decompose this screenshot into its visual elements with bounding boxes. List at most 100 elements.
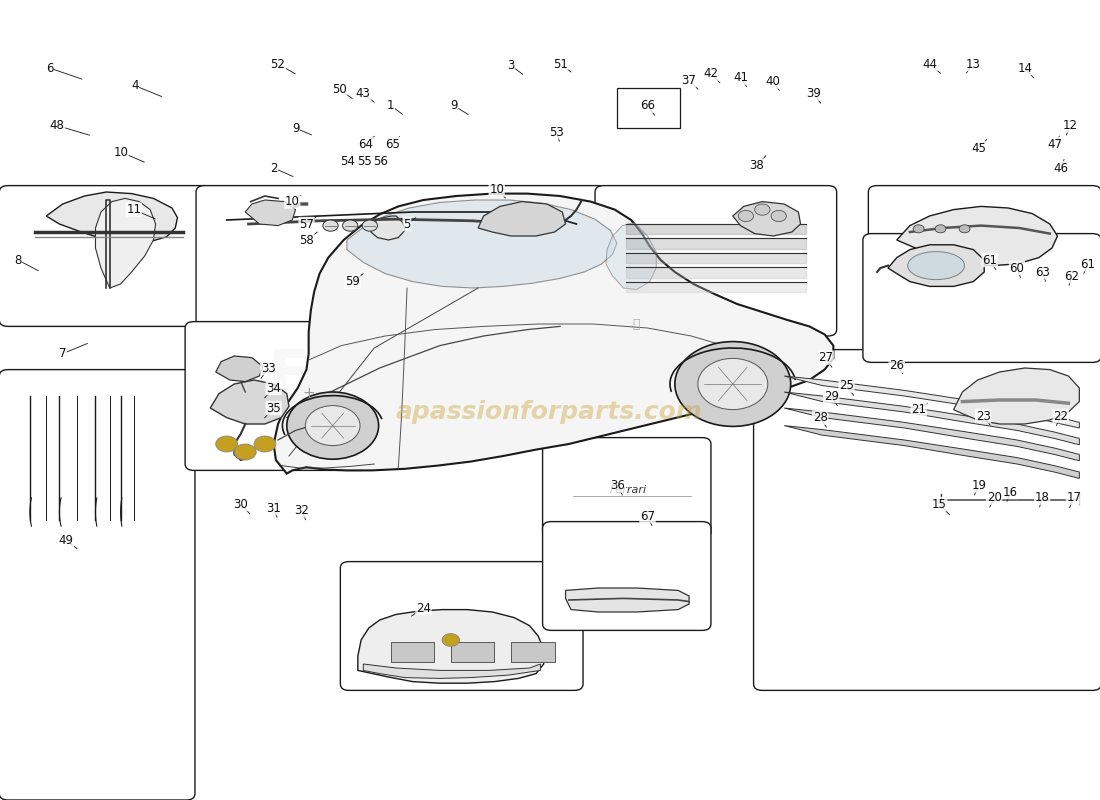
Text: 39: 39 — [806, 87, 821, 100]
Text: 5: 5 — [404, 218, 410, 230]
Polygon shape — [216, 356, 263, 382]
Polygon shape — [371, 216, 405, 240]
Circle shape — [287, 392, 378, 459]
Text: 25: 25 — [839, 379, 854, 392]
Circle shape — [771, 210, 786, 222]
Polygon shape — [46, 192, 177, 243]
Text: 12: 12 — [1063, 119, 1078, 132]
Circle shape — [362, 220, 377, 231]
Polygon shape — [784, 408, 1079, 461]
Circle shape — [675, 342, 791, 426]
FancyBboxPatch shape — [542, 438, 711, 538]
Text: 26: 26 — [889, 359, 904, 372]
Circle shape — [234, 444, 256, 460]
Polygon shape — [606, 222, 657, 290]
Text: 8: 8 — [14, 254, 22, 266]
Text: 24: 24 — [416, 602, 431, 614]
Text: 1: 1 — [387, 99, 395, 112]
Text: 32: 32 — [295, 504, 309, 517]
Text: 54: 54 — [341, 155, 355, 168]
FancyBboxPatch shape — [617, 88, 680, 128]
FancyBboxPatch shape — [451, 642, 495, 662]
Ellipse shape — [908, 251, 965, 280]
Text: 53: 53 — [549, 126, 564, 138]
Polygon shape — [896, 206, 1057, 266]
Text: 64: 64 — [358, 138, 373, 150]
FancyBboxPatch shape — [0, 186, 213, 326]
Text: Ferrari: Ferrari — [609, 485, 647, 494]
Text: 𝐅: 𝐅 — [632, 318, 640, 330]
Circle shape — [442, 634, 460, 646]
Text: 21: 21 — [911, 403, 926, 416]
Text: 43: 43 — [356, 87, 371, 100]
Text: 15: 15 — [932, 498, 947, 510]
Text: 6: 6 — [46, 62, 53, 74]
Text: 40: 40 — [766, 75, 781, 88]
Circle shape — [959, 225, 970, 233]
Text: 56: 56 — [373, 155, 388, 168]
Polygon shape — [784, 392, 1079, 445]
FancyBboxPatch shape — [754, 350, 1100, 690]
Text: 34: 34 — [266, 382, 282, 394]
Circle shape — [755, 204, 770, 215]
Text: 55: 55 — [358, 155, 372, 168]
Polygon shape — [358, 610, 543, 683]
Text: 23: 23 — [976, 410, 991, 422]
Text: 48: 48 — [50, 119, 65, 132]
Text: 2: 2 — [270, 162, 277, 174]
Polygon shape — [210, 380, 289, 424]
Polygon shape — [565, 588, 689, 612]
Text: +: + — [302, 386, 315, 401]
Text: 67: 67 — [640, 510, 654, 522]
Text: 17: 17 — [1066, 491, 1081, 504]
Text: 9: 9 — [450, 99, 458, 112]
Text: 61: 61 — [1080, 258, 1096, 270]
Text: 29: 29 — [824, 390, 838, 402]
Text: 3: 3 — [507, 59, 515, 72]
Text: 13: 13 — [966, 58, 981, 70]
Text: 22: 22 — [1054, 410, 1068, 422]
Text: 44: 44 — [922, 58, 937, 70]
Text: 38: 38 — [749, 159, 764, 172]
Text: 14: 14 — [1018, 62, 1032, 74]
Text: 42: 42 — [703, 67, 718, 80]
Text: 33: 33 — [261, 362, 276, 374]
Text: 4: 4 — [131, 79, 139, 92]
Text: 41: 41 — [733, 71, 748, 84]
Polygon shape — [96, 198, 155, 288]
Text: 10: 10 — [285, 195, 299, 208]
Circle shape — [306, 406, 360, 446]
Text: 65: 65 — [385, 138, 400, 150]
Circle shape — [323, 220, 338, 231]
Text: FERRARI: FERRARI — [267, 346, 569, 406]
Polygon shape — [478, 202, 565, 236]
Polygon shape — [274, 194, 834, 474]
Text: apassionforparts.com: apassionforparts.com — [396, 400, 703, 424]
Text: 51: 51 — [552, 58, 568, 70]
Circle shape — [913, 225, 924, 233]
Polygon shape — [346, 200, 617, 288]
FancyBboxPatch shape — [340, 562, 583, 690]
Text: 66: 66 — [640, 99, 654, 112]
FancyBboxPatch shape — [542, 522, 711, 630]
Text: 7: 7 — [59, 347, 66, 360]
Text: 46: 46 — [1054, 162, 1068, 174]
FancyBboxPatch shape — [185, 322, 368, 470]
Text: 63: 63 — [1035, 266, 1049, 278]
Text: 10: 10 — [113, 146, 128, 158]
Circle shape — [254, 436, 276, 452]
Text: 35: 35 — [266, 402, 280, 414]
Text: 45: 45 — [971, 142, 987, 154]
Circle shape — [216, 436, 238, 452]
Text: 30: 30 — [233, 498, 249, 510]
Text: 62: 62 — [1064, 270, 1079, 282]
Text: 59: 59 — [345, 275, 360, 288]
Text: 57: 57 — [299, 218, 314, 230]
Text: 49: 49 — [58, 534, 74, 546]
FancyBboxPatch shape — [510, 642, 554, 662]
FancyBboxPatch shape — [196, 186, 607, 326]
Text: 37: 37 — [682, 74, 696, 86]
Text: 28: 28 — [813, 411, 827, 424]
Circle shape — [738, 210, 754, 222]
Text: 18: 18 — [1035, 491, 1049, 504]
